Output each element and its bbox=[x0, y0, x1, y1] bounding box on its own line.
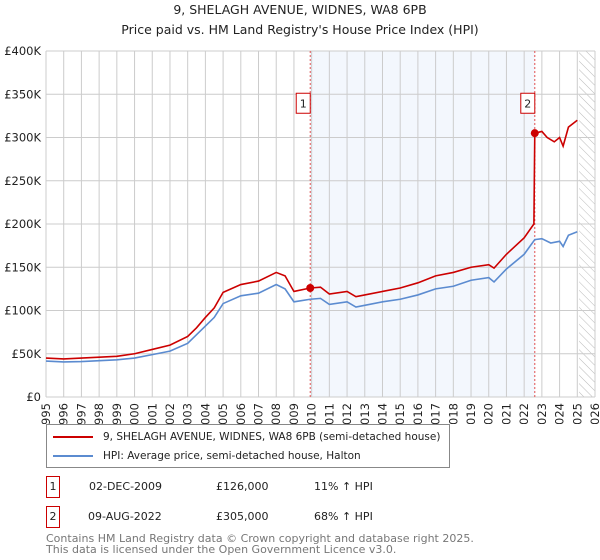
transaction-hpi: 68% ↑ HPI bbox=[314, 510, 373, 523]
x-tick-label: 2007 bbox=[252, 403, 266, 424]
transaction-date: 02-DEC-2009 bbox=[89, 480, 163, 493]
y-tick-label: £250K bbox=[4, 174, 41, 188]
transaction-price: £305,000 bbox=[216, 510, 269, 523]
sale-badge bbox=[295, 92, 311, 114]
x-tick-label: 1998 bbox=[92, 403, 106, 424]
x-tick-label: 2017 bbox=[429, 403, 443, 424]
footer: Contains HM Land Registry data © Crown c… bbox=[46, 533, 474, 555]
footer-licence: This data is licensed under the Open Gov… bbox=[46, 543, 397, 556]
x-tick-label: 1997 bbox=[74, 403, 88, 424]
chart-title: 9, SHELAGH AVENUE, WIDNES, WA8 6PB bbox=[173, 2, 427, 17]
y-tick-label: £400K bbox=[4, 44, 41, 58]
legend-label: HPI: Average price, semi-detached house,… bbox=[103, 450, 361, 462]
sale-badge-label: 1 bbox=[300, 97, 307, 110]
marker-badge: 2 bbox=[46, 506, 60, 528]
x-tick-label: 2024 bbox=[553, 403, 567, 424]
legend-item-property: 9, SHELAGH AVENUE, WIDNES, WA8 6PB (semi… bbox=[53, 429, 440, 445]
legend: 9, SHELAGH AVENUE, WIDNES, WA8 6PB (semi… bbox=[46, 424, 450, 468]
x-tick-label: 2000 bbox=[128, 403, 142, 424]
sale-badge-label: 2 bbox=[524, 97, 531, 110]
x-tick-label: 2011 bbox=[322, 403, 336, 424]
y-tick-label: £350K bbox=[4, 87, 41, 101]
sale-badge bbox=[520, 92, 536, 114]
x-tick-label: 2018 bbox=[446, 403, 460, 424]
x-tick-label: 2008 bbox=[269, 403, 283, 424]
x-tick-label: 2022 bbox=[517, 403, 531, 424]
transaction-row: 1 02-DEC-2009 £126,000 11% ↑ HPI bbox=[46, 476, 446, 498]
x-tick-label: 1996 bbox=[57, 403, 71, 424]
y-tick-label: £0 bbox=[26, 390, 41, 404]
x-tick-label: 1999 bbox=[110, 403, 124, 424]
x-tick-label: 2013 bbox=[358, 403, 372, 424]
y-tick-label: £150K bbox=[4, 260, 41, 274]
legend-swatch-red bbox=[53, 436, 93, 438]
x-tick-label: 2014 bbox=[375, 403, 389, 424]
y-tick-label: £50K bbox=[12, 347, 42, 361]
transaction-date: 09-AUG-2022 bbox=[88, 510, 162, 523]
x-tick-label: 2003 bbox=[181, 403, 195, 424]
x-tick-label: 2005 bbox=[216, 403, 230, 424]
transaction-hpi: 11% ↑ HPI bbox=[314, 480, 373, 493]
series-line bbox=[45, 231, 578, 363]
x-tick-label: 2025 bbox=[570, 403, 584, 424]
y-tick-label: £300K bbox=[4, 131, 41, 145]
x-tick-label: 2023 bbox=[535, 403, 549, 424]
x-tick-label: 2020 bbox=[482, 403, 496, 424]
footer-copyright: Contains HM Land Registry data © Crown c… bbox=[46, 532, 474, 545]
marker-badge: 1 bbox=[46, 476, 60, 498]
transaction-price: £126,000 bbox=[216, 480, 269, 493]
y-tick-label: £200K bbox=[4, 217, 41, 231]
y-tick-label: £100K bbox=[4, 304, 41, 318]
x-tick-label: 2026 bbox=[588, 403, 600, 424]
legend-swatch-blue bbox=[53, 455, 93, 457]
x-tick-label: 2002 bbox=[163, 403, 177, 424]
sale-point bbox=[306, 284, 315, 293]
x-tick-label: 2006 bbox=[234, 403, 248, 424]
x-tick-label: 2021 bbox=[499, 403, 513, 424]
x-tick-label: 2009 bbox=[287, 403, 301, 424]
x-tick-label: 2012 bbox=[340, 403, 354, 424]
price-chart: 1995 1996 1997 1998 1999 2000 2001 2002 2003 2004… bbox=[4, 44, 600, 424]
sale-point bbox=[530, 129, 539, 138]
legend-item-hpi: HPI: Average price, semi-detached house,… bbox=[53, 448, 361, 464]
x-tick-label: 2015 bbox=[393, 403, 407, 424]
x-tick-label: 2016 bbox=[411, 403, 425, 424]
transaction-row: 2 09-AUG-2022 £305,000 68% ↑ HPI bbox=[46, 506, 446, 528]
legend-label: 9, SHELAGH AVENUE, WIDNES, WA8 6PB (semi… bbox=[103, 431, 441, 443]
x-tick-label: 1995 bbox=[39, 403, 53, 424]
x-tick-label: 2010 bbox=[305, 403, 319, 424]
x-tick-label: 2004 bbox=[198, 403, 212, 424]
x-tick-label: 2001 bbox=[145, 403, 159, 424]
x-tick-label: 2019 bbox=[464, 403, 478, 424]
chart-subtitle: Price paid vs. HM Land Registry's House … bbox=[121, 22, 479, 37]
